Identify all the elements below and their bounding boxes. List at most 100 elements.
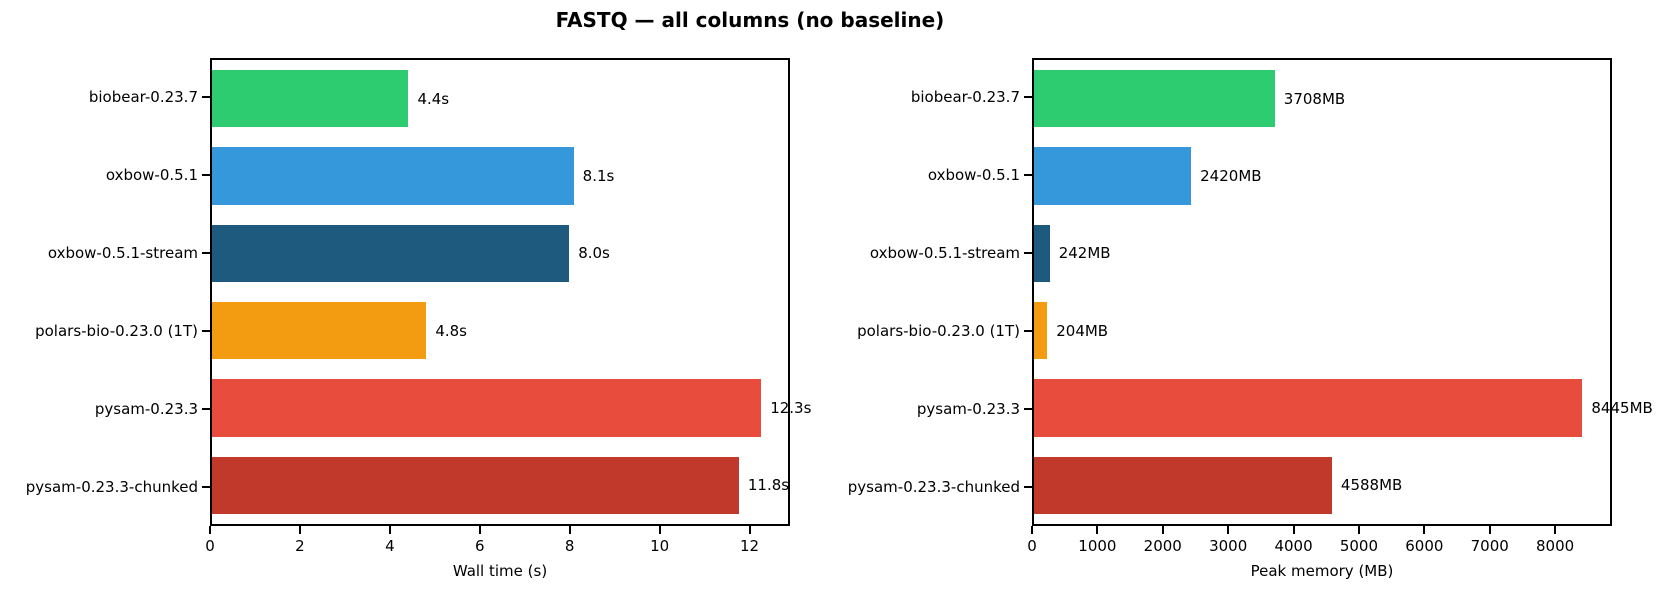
bar-row: 4588MB xyxy=(1034,447,1610,524)
bar-value-label: 12.3s xyxy=(770,398,812,417)
bar xyxy=(212,302,427,360)
category-label: oxbow-0.5.1-stream xyxy=(869,243,1020,262)
x-tick-mark xyxy=(1554,526,1557,534)
bar-row: 8.0s xyxy=(212,215,788,292)
x-tick-mark xyxy=(298,526,301,534)
x-tick-label: 2 xyxy=(295,537,305,555)
bar-value-label: 3708MB xyxy=(1283,89,1346,108)
bar-value-label: 204MB xyxy=(1056,321,1109,340)
y-tick-mark xyxy=(1024,95,1032,98)
x-axis-title: Wall time (s) xyxy=(452,562,548,580)
category-label: pysam-0.23.3 xyxy=(94,399,198,418)
bar xyxy=(1034,147,1192,205)
x-tick-label: 8 xyxy=(564,537,575,555)
bar-value-label: 11.8s xyxy=(747,476,790,495)
y-tick-mark xyxy=(1024,174,1032,176)
y-tick-mark xyxy=(202,408,210,410)
x-tick-label: 7000 xyxy=(1470,537,1509,555)
bar-row: 8.1s xyxy=(212,137,788,214)
x-tick-mark xyxy=(1031,526,1033,534)
x-tick-label: 8000 xyxy=(1536,537,1575,555)
x-tick-mark xyxy=(1423,526,1426,534)
y-tick-mark xyxy=(202,486,210,488)
x-tick-label: 6 xyxy=(474,537,485,555)
figure-title: FASTQ — all columns (no baseline) xyxy=(555,8,945,32)
bar-row: 242MB xyxy=(1034,215,1610,292)
x-tick-mark xyxy=(568,526,571,534)
subplot-peak-memory: 3708MB 2420MB 242MB 204MB 8445MB 4588MB 0 1000… xyxy=(848,58,1653,580)
x-tick-label: 10 xyxy=(650,537,670,555)
bar-value-label: 8445MB xyxy=(1591,398,1653,417)
category-label: polars-bio-0.23.0 (1T) xyxy=(857,321,1020,340)
bar-value-label: 2420MB xyxy=(1200,166,1262,185)
bar-value-label: 242MB xyxy=(1058,244,1111,263)
y-tick-mark xyxy=(202,95,210,98)
x-tick-label: 4 xyxy=(385,537,395,555)
x-tick-label: 3000 xyxy=(1209,537,1248,555)
bar-value-label: 4.8s xyxy=(435,321,467,340)
category-label: pysam-0.23.3-chunked xyxy=(847,477,1020,496)
bar-row: 204MB xyxy=(1034,292,1610,369)
x-tick-label: 6000 xyxy=(1405,537,1444,555)
bar-value-label: 8.0s xyxy=(578,244,610,263)
x-tick-mark xyxy=(658,526,661,534)
y-tick-mark xyxy=(202,330,210,332)
y-tick-mark xyxy=(1024,252,1032,254)
x-tick-mark xyxy=(388,526,391,534)
category-label: biobear-0.23.7 xyxy=(88,87,198,106)
plot-area: 4.4s 8.1s 8.0s 4.8s 12.3s 11.8s xyxy=(210,58,811,526)
category-label: oxbow-0.5.1 xyxy=(105,165,198,184)
y-tick-mark xyxy=(1024,330,1032,332)
x-tick-mark xyxy=(1227,526,1230,534)
bar-row: 12.3s xyxy=(212,369,811,446)
category-label: pysam-0.23.3 xyxy=(916,399,1020,418)
bar xyxy=(212,70,409,128)
bar xyxy=(1034,302,1048,360)
bar xyxy=(1034,70,1275,128)
bar xyxy=(212,456,739,514)
x-tick-label: 12 xyxy=(739,537,760,555)
bar xyxy=(212,147,574,205)
x-tick-label: 5000 xyxy=(1339,537,1379,555)
x-tick-label: 4000 xyxy=(1274,537,1313,555)
x-tick-mark xyxy=(748,526,751,534)
x-tick-mark xyxy=(1488,526,1491,534)
bar-row: 4.4s xyxy=(212,60,788,137)
x-tick-label: 1000 xyxy=(1078,537,1117,555)
plot-area: 3708MB 2420MB 242MB 204MB 8445MB 4588MB xyxy=(1032,58,1653,526)
x-tick-label: 2000 xyxy=(1143,537,1182,555)
x-tick-label: 0 xyxy=(1027,537,1037,555)
y-tick-mark xyxy=(202,174,210,176)
bar-row: 8445MB xyxy=(1034,369,1653,446)
bar xyxy=(212,379,762,437)
x-tick-mark xyxy=(1161,526,1164,534)
bar xyxy=(1034,224,1050,282)
bar-value-label: 8.1s xyxy=(582,166,615,185)
category-label: oxbow-0.5.1-stream xyxy=(47,243,198,262)
bar-row: 2420MB xyxy=(1034,137,1610,214)
y-tick-mark xyxy=(202,252,210,254)
bar xyxy=(212,224,570,282)
x-tick-mark xyxy=(209,526,211,534)
bar-value-label: 4588MB xyxy=(1340,476,1403,495)
bar-row: 11.8s xyxy=(212,447,790,524)
x-tick-mark xyxy=(1357,526,1360,534)
subplot-wall-time: 4.4s 8.1s 8.0s 4.8s 12.3s 11.8s 0 2 4 6 8 10 12 Wal… xyxy=(26,58,811,580)
category-label: biobear-0.23.7 xyxy=(910,87,1020,106)
y-tick-mark xyxy=(1024,486,1032,488)
y-tick-mark xyxy=(1024,408,1032,410)
x-tick-mark xyxy=(1096,526,1099,534)
x-axis-title: Peak memory (MB) xyxy=(1250,562,1394,580)
bar-row: 3708MB xyxy=(1034,60,1610,137)
bar xyxy=(1034,456,1332,514)
bar-row: 4.8s xyxy=(212,292,788,369)
x-tick-label: 0 xyxy=(205,537,215,555)
category-label: polars-bio-0.23.0 (1T) xyxy=(35,321,198,340)
x-tick-mark xyxy=(478,526,481,534)
category-label: oxbow-0.5.1 xyxy=(927,165,1020,184)
bar xyxy=(1034,379,1583,437)
x-tick-mark xyxy=(1292,526,1295,534)
bar-value-label: 4.4s xyxy=(417,89,450,108)
category-label: pysam-0.23.3-chunked xyxy=(25,477,198,496)
